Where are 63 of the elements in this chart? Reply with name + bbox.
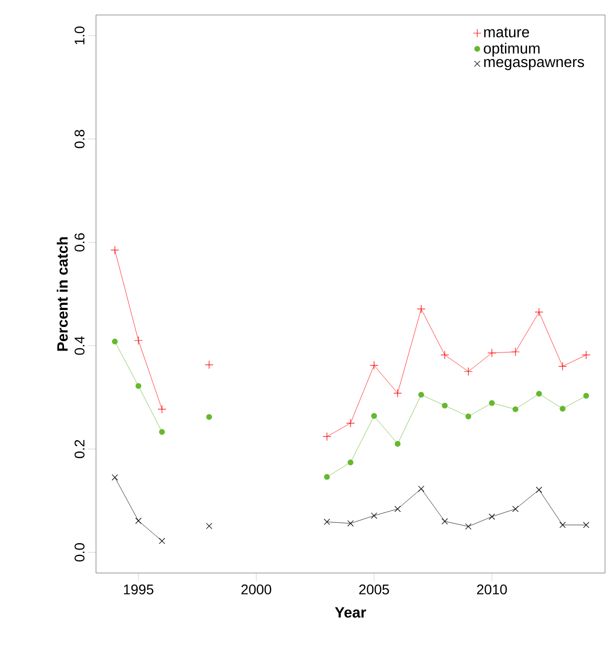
point xyxy=(559,522,566,528)
point xyxy=(346,418,355,428)
point xyxy=(370,512,378,519)
y-tick-label: 1.0 xyxy=(74,26,84,44)
point xyxy=(418,486,424,492)
point xyxy=(206,414,212,420)
y-tick-label: 0.8 xyxy=(74,130,84,148)
point xyxy=(560,406,566,412)
point xyxy=(558,362,567,371)
point xyxy=(488,348,496,358)
point xyxy=(134,336,143,345)
point xyxy=(465,523,472,530)
y-tick-label: 0.4 xyxy=(74,336,84,355)
point xyxy=(347,520,354,527)
x-tick-label: 2010 xyxy=(477,584,507,594)
point xyxy=(159,429,165,435)
point xyxy=(136,383,142,389)
legend-label: mature xyxy=(484,28,530,38)
point xyxy=(206,522,212,530)
point xyxy=(371,413,377,419)
point xyxy=(511,348,520,356)
point xyxy=(112,474,118,481)
point xyxy=(394,506,401,512)
point xyxy=(394,440,401,447)
point xyxy=(488,400,495,406)
point xyxy=(418,392,424,398)
x-axis-title: Year xyxy=(334,607,366,618)
x-tick-label: 1995 xyxy=(124,584,154,594)
y-axis-title: Percent in catch xyxy=(56,237,68,351)
point xyxy=(583,522,590,528)
point xyxy=(416,304,426,314)
legend-label: megaspawners xyxy=(484,59,584,70)
point xyxy=(322,432,332,441)
point xyxy=(442,518,448,524)
y-tick-label: 0.6 xyxy=(74,233,84,252)
point xyxy=(393,388,402,398)
point xyxy=(324,518,330,525)
point xyxy=(582,350,590,360)
legend-label: optimum xyxy=(484,42,540,57)
point xyxy=(464,367,473,376)
point xyxy=(440,350,450,360)
point xyxy=(110,246,120,254)
y-tick-label: 0.2 xyxy=(74,440,84,458)
point xyxy=(488,514,496,520)
point xyxy=(158,404,166,414)
point xyxy=(583,392,590,399)
point xyxy=(465,414,472,420)
point xyxy=(536,486,542,493)
point xyxy=(512,506,519,512)
point xyxy=(112,338,118,344)
point xyxy=(348,460,354,466)
point xyxy=(534,308,544,316)
x-tick-label: 2000 xyxy=(241,584,272,594)
point xyxy=(370,360,378,370)
point xyxy=(536,390,542,397)
point xyxy=(442,402,448,408)
point xyxy=(512,406,518,412)
point xyxy=(204,360,214,370)
x-tick-label: 2005 xyxy=(359,584,389,594)
y-tick-label: 0.0 xyxy=(74,543,84,562)
point xyxy=(324,474,330,480)
point xyxy=(135,518,142,524)
point xyxy=(158,538,166,544)
